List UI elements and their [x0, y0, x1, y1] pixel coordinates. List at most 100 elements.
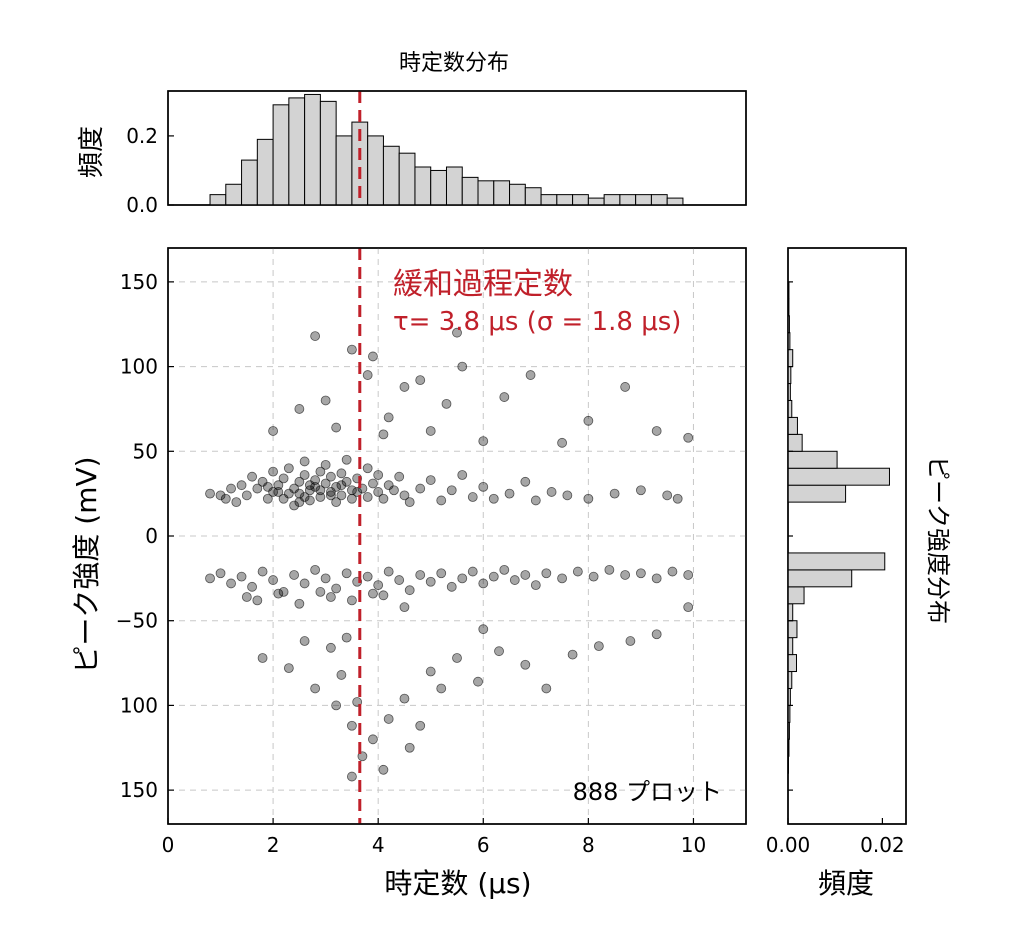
right-histogram-title: ピーク強度分布 [924, 456, 952, 624]
scatter-point [283, 663, 294, 674]
scatter-point [636, 485, 646, 496]
scatter-point [446, 485, 457, 496]
y-tick-label: 100 [120, 355, 158, 379]
scatter-point [347, 485, 357, 496]
top-histogram-bar [241, 159, 258, 206]
scatter-point [362, 370, 373, 380]
top-plot-border [167, 90, 747, 206]
y-tick-label: 50 [133, 439, 158, 463]
scatter-point [662, 490, 673, 501]
top-histogram-bar [666, 197, 684, 206]
scatter-point [331, 422, 342, 433]
right-plot-border [787, 247, 907, 825]
top-histogram-bar [319, 100, 337, 206]
main-ticks: 0 2 4 6 8 10 150 100 −50 0 50 100 150 [116, 270, 706, 857]
scatter-point [341, 476, 352, 487]
scatter-point [452, 653, 462, 663]
scatter-point [609, 488, 620, 499]
top-histogram-bar [414, 166, 432, 206]
top-histogram-ylabel: 頻度 [77, 126, 107, 178]
scatter-point [636, 568, 646, 579]
scatter-point [273, 480, 284, 491]
top-histogram-bar [540, 194, 558, 206]
right-histogram-bar [787, 586, 805, 605]
scatter-point [399, 693, 410, 704]
scatter-point [289, 570, 300, 580]
scatter-point [289, 500, 300, 511]
scatter-point [262, 481, 273, 492]
scatter-point [294, 598, 305, 609]
scatter-point [557, 437, 567, 448]
scatter-point [310, 564, 321, 575]
scatter-point [310, 331, 321, 341]
scatter-point [583, 415, 594, 426]
main-ylabel: ピーク強度 (mV) [70, 456, 103, 673]
scatter-point [436, 683, 447, 694]
scatter-point [320, 573, 331, 584]
scatter-point [205, 573, 215, 584]
y-tick-label: 0 [145, 524, 158, 548]
scatter-point [268, 487, 278, 497]
scatter-point [457, 573, 468, 584]
scatter-point [415, 375, 426, 386]
scatter-point [268, 575, 278, 585]
scatter-point [278, 493, 289, 504]
scatter-point [651, 629, 662, 640]
scatter-point [383, 480, 394, 491]
main-xlabel: 時定数 (μs) [384, 867, 531, 900]
top-histogram-bar [650, 194, 668, 206]
scatter-point [520, 476, 531, 487]
scatter-point [325, 490, 336, 501]
scatter-point [347, 720, 357, 731]
scatter-point [457, 470, 468, 480]
right-histogram-bar [787, 433, 803, 452]
scatter-point [315, 466, 326, 477]
scatter-point [425, 576, 436, 587]
scatter-point [399, 490, 410, 501]
scatter-point [683, 432, 694, 443]
scatter-point [373, 470, 384, 480]
scatter-point [425, 426, 436, 436]
scatter-point [478, 481, 489, 492]
scatter-point [257, 653, 268, 663]
scatter-point [347, 493, 357, 504]
top-histogram-bar [382, 145, 400, 206]
scatter-point [488, 493, 499, 504]
scatter-point [383, 412, 394, 423]
scatter-point [325, 642, 336, 653]
scatter-point [273, 588, 284, 599]
scatter-point [373, 580, 384, 591]
scatter-point [362, 463, 373, 474]
scatter-point [315, 587, 326, 597]
right-histogram-xlabel: 頻度 [818, 867, 874, 900]
scatter-point [336, 468, 347, 479]
scatter-points [205, 327, 694, 782]
scatter-point [399, 602, 410, 613]
scatter-point [294, 497, 305, 508]
scatter-point [604, 564, 615, 575]
scatter-point [504, 488, 515, 499]
x-tick-label: 0 [162, 833, 175, 857]
scatter-point [336, 480, 347, 491]
top-y-tick-label: 0.2 [126, 124, 158, 148]
scatter-point [247, 471, 257, 482]
scatter-point [299, 578, 310, 589]
right-histogram-bar [787, 654, 797, 673]
scatter-point [362, 571, 373, 582]
scatter-point [436, 495, 447, 506]
scatter-point [368, 351, 378, 362]
scatter-point [557, 573, 567, 584]
right-histogram-ticks: 0.00 0.02 [766, 281, 905, 857]
scatter-point [320, 478, 331, 489]
scatter-point [320, 459, 331, 470]
scatter-point [404, 497, 415, 508]
top-histogram-bar [398, 152, 416, 206]
scatter-point [226, 578, 236, 589]
right-histogram-bar [787, 620, 798, 639]
scatter-point [289, 483, 300, 494]
scatter-point [347, 771, 357, 782]
scatter-point [268, 426, 278, 436]
scatter-point [488, 571, 499, 582]
right-histogram-panel: 0.00 0.02 [766, 247, 907, 857]
y-tick-label: 150 [120, 270, 158, 294]
